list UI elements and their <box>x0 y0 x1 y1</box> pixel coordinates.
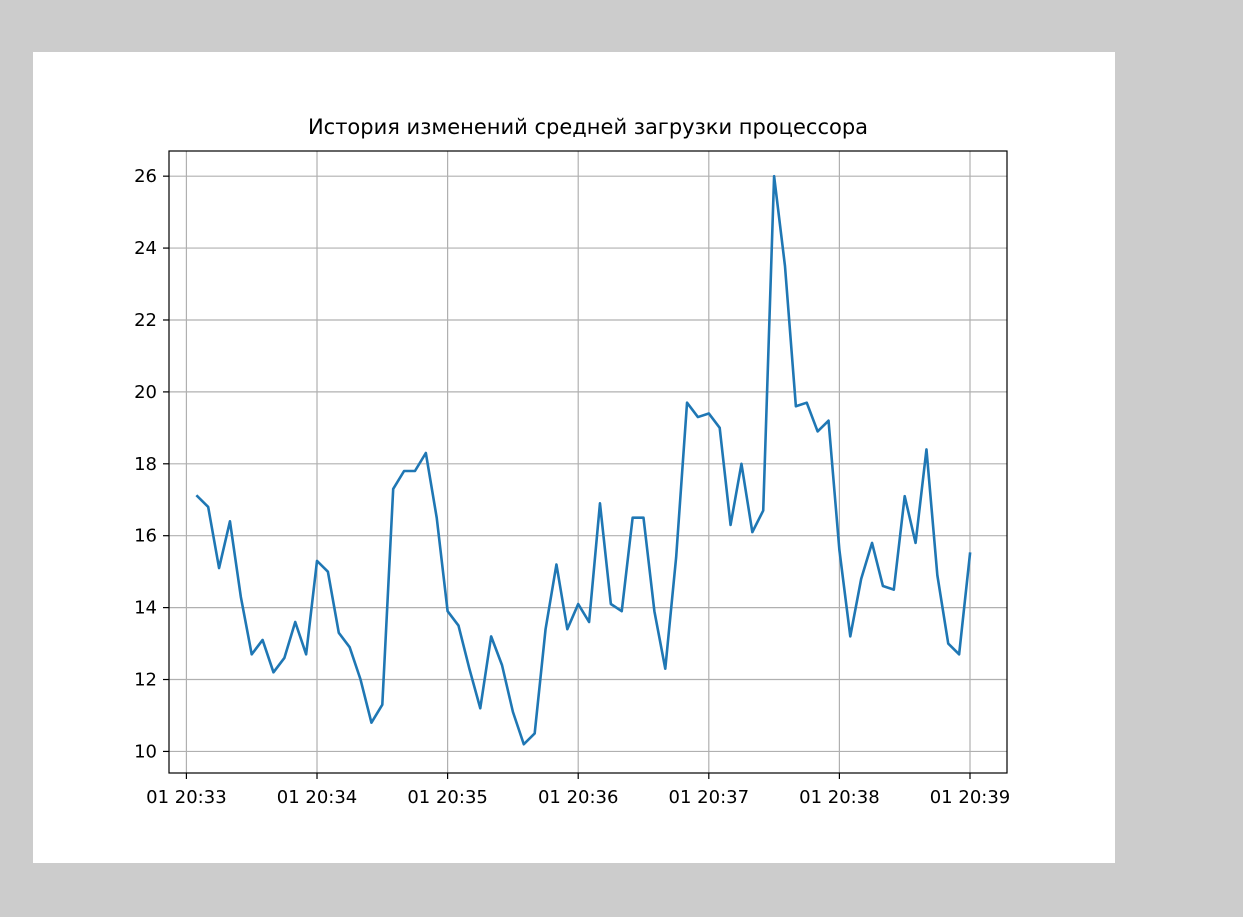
plot-area-frame <box>168 150 1008 774</box>
y-tick-label: 10 <box>134 741 157 762</box>
y-tick-label: 24 <box>134 238 157 259</box>
x-tick-label: 01 20:39 <box>930 787 1011 808</box>
x-tick-label: 01 20:35 <box>407 787 488 808</box>
series-line <box>195 174 972 746</box>
chart-title: История изменений средней загрузки проце… <box>308 115 868 139</box>
y-tick-label: 12 <box>134 670 157 691</box>
x-tick-label: 01 20:34 <box>277 787 358 808</box>
y-tick-label: 26 <box>134 166 157 187</box>
y-tick-label: 22 <box>134 310 157 331</box>
y-tick-label: 16 <box>134 526 157 547</box>
x-tick-label: 01 20:38 <box>799 787 880 808</box>
y-axis: 10 12 14 16 18 20 22 24 26 <box>134 166 169 762</box>
x-tick-label: 01 20:36 <box>538 787 619 808</box>
grid <box>169 151 1007 773</box>
x-tick-label: 01 20:33 <box>146 787 227 808</box>
x-axis: 01 20:33 01 20:34 01 20:35 01 20:36 01 20:37… <box>146 773 1010 808</box>
y-tick-label: 20 <box>134 382 157 403</box>
series-layer <box>195 174 972 746</box>
x-tick-label: 01 20:37 <box>669 787 750 808</box>
y-tick-label: 18 <box>134 454 157 475</box>
line-chart: 01 20:33 01 20:34 01 20:35 01 20:36 01 20:37… <box>134 115 1010 808</box>
chart-figure: 01 20:33 01 20:34 01 20:35 01 20:36 01 20:37… <box>33 52 1115 863</box>
y-tick-label: 14 <box>134 598 157 619</box>
